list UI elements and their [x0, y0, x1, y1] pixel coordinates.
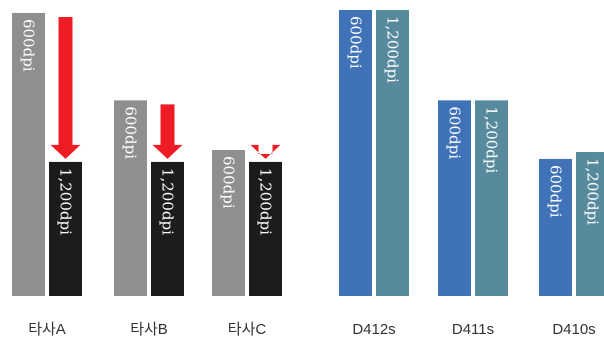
- bar-label-1-0: 600dpi: [122, 106, 140, 159]
- bar-label-2-1: 1,200dpi: [257, 168, 275, 235]
- bar-0-0: [12, 12, 45, 297]
- bar-4-1: [475, 100, 508, 297]
- category-label-4: D411s: [452, 321, 494, 338]
- bar-1-0: [114, 100, 147, 297]
- bar-3-1: [376, 9, 409, 297]
- bar-label-3-0: 600dpi: [347, 16, 365, 69]
- reduction-arrow-1: [152, 104, 183, 159]
- bar-label-2-0: 600dpi: [220, 156, 238, 209]
- bar-label-0-1: 1,200dpi: [57, 168, 75, 235]
- bar-1-1: [151, 161, 184, 296]
- bar-5-1: [576, 152, 604, 296]
- bar-label-1-1: 1,200dpi: [159, 168, 177, 235]
- bar-label-4-0: 600dpi: [446, 106, 464, 159]
- bar-3-0: [339, 9, 372, 297]
- bar-label-5-1: 1,200dpi: [584, 158, 602, 225]
- bar-label-4-1: 1,200dpi: [483, 106, 501, 173]
- category-label-3: D412s: [352, 321, 395, 338]
- bar-label-5-0: 600dpi: [547, 165, 565, 218]
- bar-label-3-1: 1,200dpi: [384, 16, 402, 83]
- bar-5-0: [539, 158, 572, 296]
- bar-label-0-0: 600dpi: [20, 19, 38, 72]
- bar-4-0: [438, 100, 471, 297]
- reduction-arrow-2: [250, 144, 281, 159]
- category-label-0: 타사A: [28, 321, 66, 338]
- category-label-5: D410s: [552, 321, 595, 338]
- bar-0-1: [49, 161, 82, 296]
- reduction-arrow-0: [50, 16, 81, 159]
- bar-2-0: [212, 150, 245, 296]
- category-label-1: 타사B: [130, 321, 168, 338]
- bar-2-1: [249, 161, 282, 296]
- category-label-2: 타사C: [228, 321, 267, 338]
